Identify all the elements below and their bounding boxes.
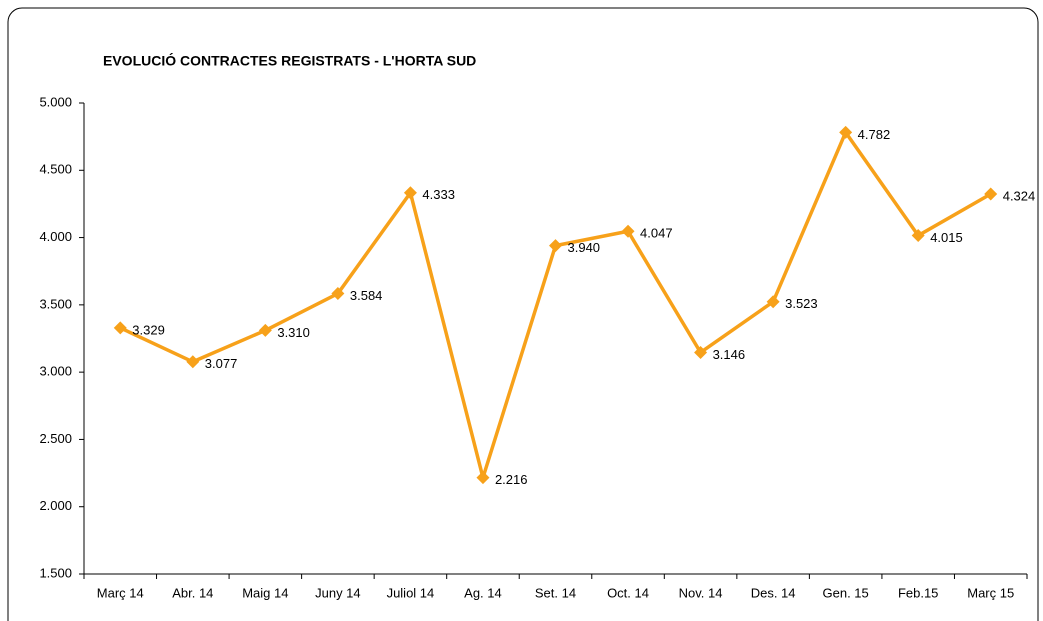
x-tick-label: Nov. 14 [679, 585, 723, 600]
marker [984, 187, 998, 201]
y-tick-label: 4.500 [39, 162, 72, 177]
data-label: 4.324 [1003, 188, 1036, 203]
y-tick-label: 3.500 [39, 296, 72, 311]
x-tick-label: Març 15 [967, 585, 1014, 600]
data-label: 3.329 [132, 322, 165, 337]
marker [911, 229, 925, 243]
marker [258, 323, 272, 337]
data-label: 3.523 [785, 296, 818, 311]
marker [766, 295, 780, 309]
data-label: 4.782 [858, 127, 891, 142]
x-tick-label: Març 14 [97, 585, 144, 600]
y-tick-label: 3.000 [39, 364, 72, 379]
y-tick-label: 1.500 [39, 565, 72, 580]
chart-border [7, 7, 1039, 621]
chart-title: EVOLUCIÓ CONTRACTES REGISTRATS - L'HORTA… [103, 52, 476, 69]
x-tick-label: Set. 14 [535, 585, 576, 600]
marker [476, 471, 490, 485]
marker [549, 239, 562, 253]
data-label: 3.146 [713, 347, 746, 362]
x-tick-label: Oct. 14 [607, 585, 649, 600]
x-tick-label: Feb.15 [898, 585, 938, 600]
marker [331, 287, 345, 301]
marker [186, 355, 200, 369]
data-label: 4.047 [640, 226, 673, 241]
y-tick-label: 2.500 [39, 431, 72, 446]
y-tick-label: 2.000 [39, 498, 72, 513]
data-label: 3.940 [568, 240, 601, 255]
marker [403, 186, 417, 200]
data-label: 3.310 [277, 325, 310, 340]
data-label: 4.333 [422, 187, 455, 202]
x-tick-label: Juliol 14 [387, 585, 435, 600]
y-tick-label: 4.000 [39, 229, 72, 244]
x-tick-label: Ag. 14 [464, 585, 502, 600]
marker [694, 345, 708, 359]
x-tick-label: Des. 14 [751, 585, 796, 600]
marker [113, 321, 127, 335]
x-tick-label: Abr. 14 [172, 585, 213, 600]
x-tick-label: Gen. 15 [823, 585, 869, 600]
marker [621, 224, 635, 238]
data-label: 3.077 [205, 356, 238, 371]
data-label: 4.015 [930, 230, 963, 245]
y-tick-label: 5.000 [39, 94, 72, 109]
marker [839, 125, 853, 139]
data-label: 2.216 [495, 472, 528, 487]
data-label: 3.584 [350, 288, 383, 303]
x-tick-label: Juny 14 [315, 585, 361, 600]
x-tick-label: Maig 14 [242, 585, 288, 600]
